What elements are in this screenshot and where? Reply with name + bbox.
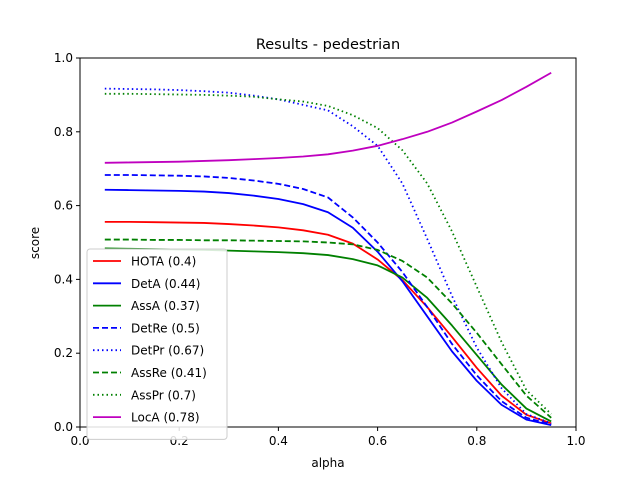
legend-entry-2: AssA (0.37)	[131, 299, 200, 313]
y-tick-label: 0.8	[54, 125, 73, 139]
x-tick-label: 0.4	[269, 434, 288, 448]
x-axis-label: alpha	[311, 456, 344, 470]
legend-entry-6: AssPr (0.7)	[131, 388, 196, 402]
legend-entry-1: DetA (0.44)	[131, 277, 200, 291]
series-line-0	[104, 220, 552, 425]
y-tick-label: 0.6	[54, 199, 73, 213]
legend-entry-0: HOTA (0.4)	[131, 255, 196, 269]
legend: HOTA (0.4) DetA (0.44) AssA (0.37) DetRe (0…	[86, 248, 228, 440]
legend-entry-3: DetRe (0.5)	[131, 321, 200, 335]
x-tick-label: 1.0	[566, 434, 585, 448]
x-tick-label: 0.0	[70, 434, 89, 448]
legend-box	[86, 248, 228, 440]
legend-entry-4: DetPr (0.67)	[131, 344, 204, 358]
legend-entry-7: LocA (0.78)	[131, 411, 200, 425]
series-line-5	[104, 238, 552, 419]
x-tick-label: 0.6	[368, 434, 387, 448]
y-axis-label: score	[28, 227, 42, 259]
x-tick-label: 0.8	[467, 434, 486, 448]
series-line-3	[104, 174, 552, 426]
y-tick-label: 0.2	[54, 346, 73, 360]
chart-title: Results - pedestrian	[256, 37, 400, 53]
y-tick-label: 0.4	[54, 272, 73, 286]
y-tick-label: 1.0	[54, 51, 73, 65]
series-line-1	[104, 188, 552, 427]
axes-frame	[79, 57, 577, 428]
series-line-7	[104, 71, 552, 164]
legend-entry-5: AssRe (0.41)	[131, 366, 207, 380]
y-tick-label: 0.0	[54, 420, 73, 434]
